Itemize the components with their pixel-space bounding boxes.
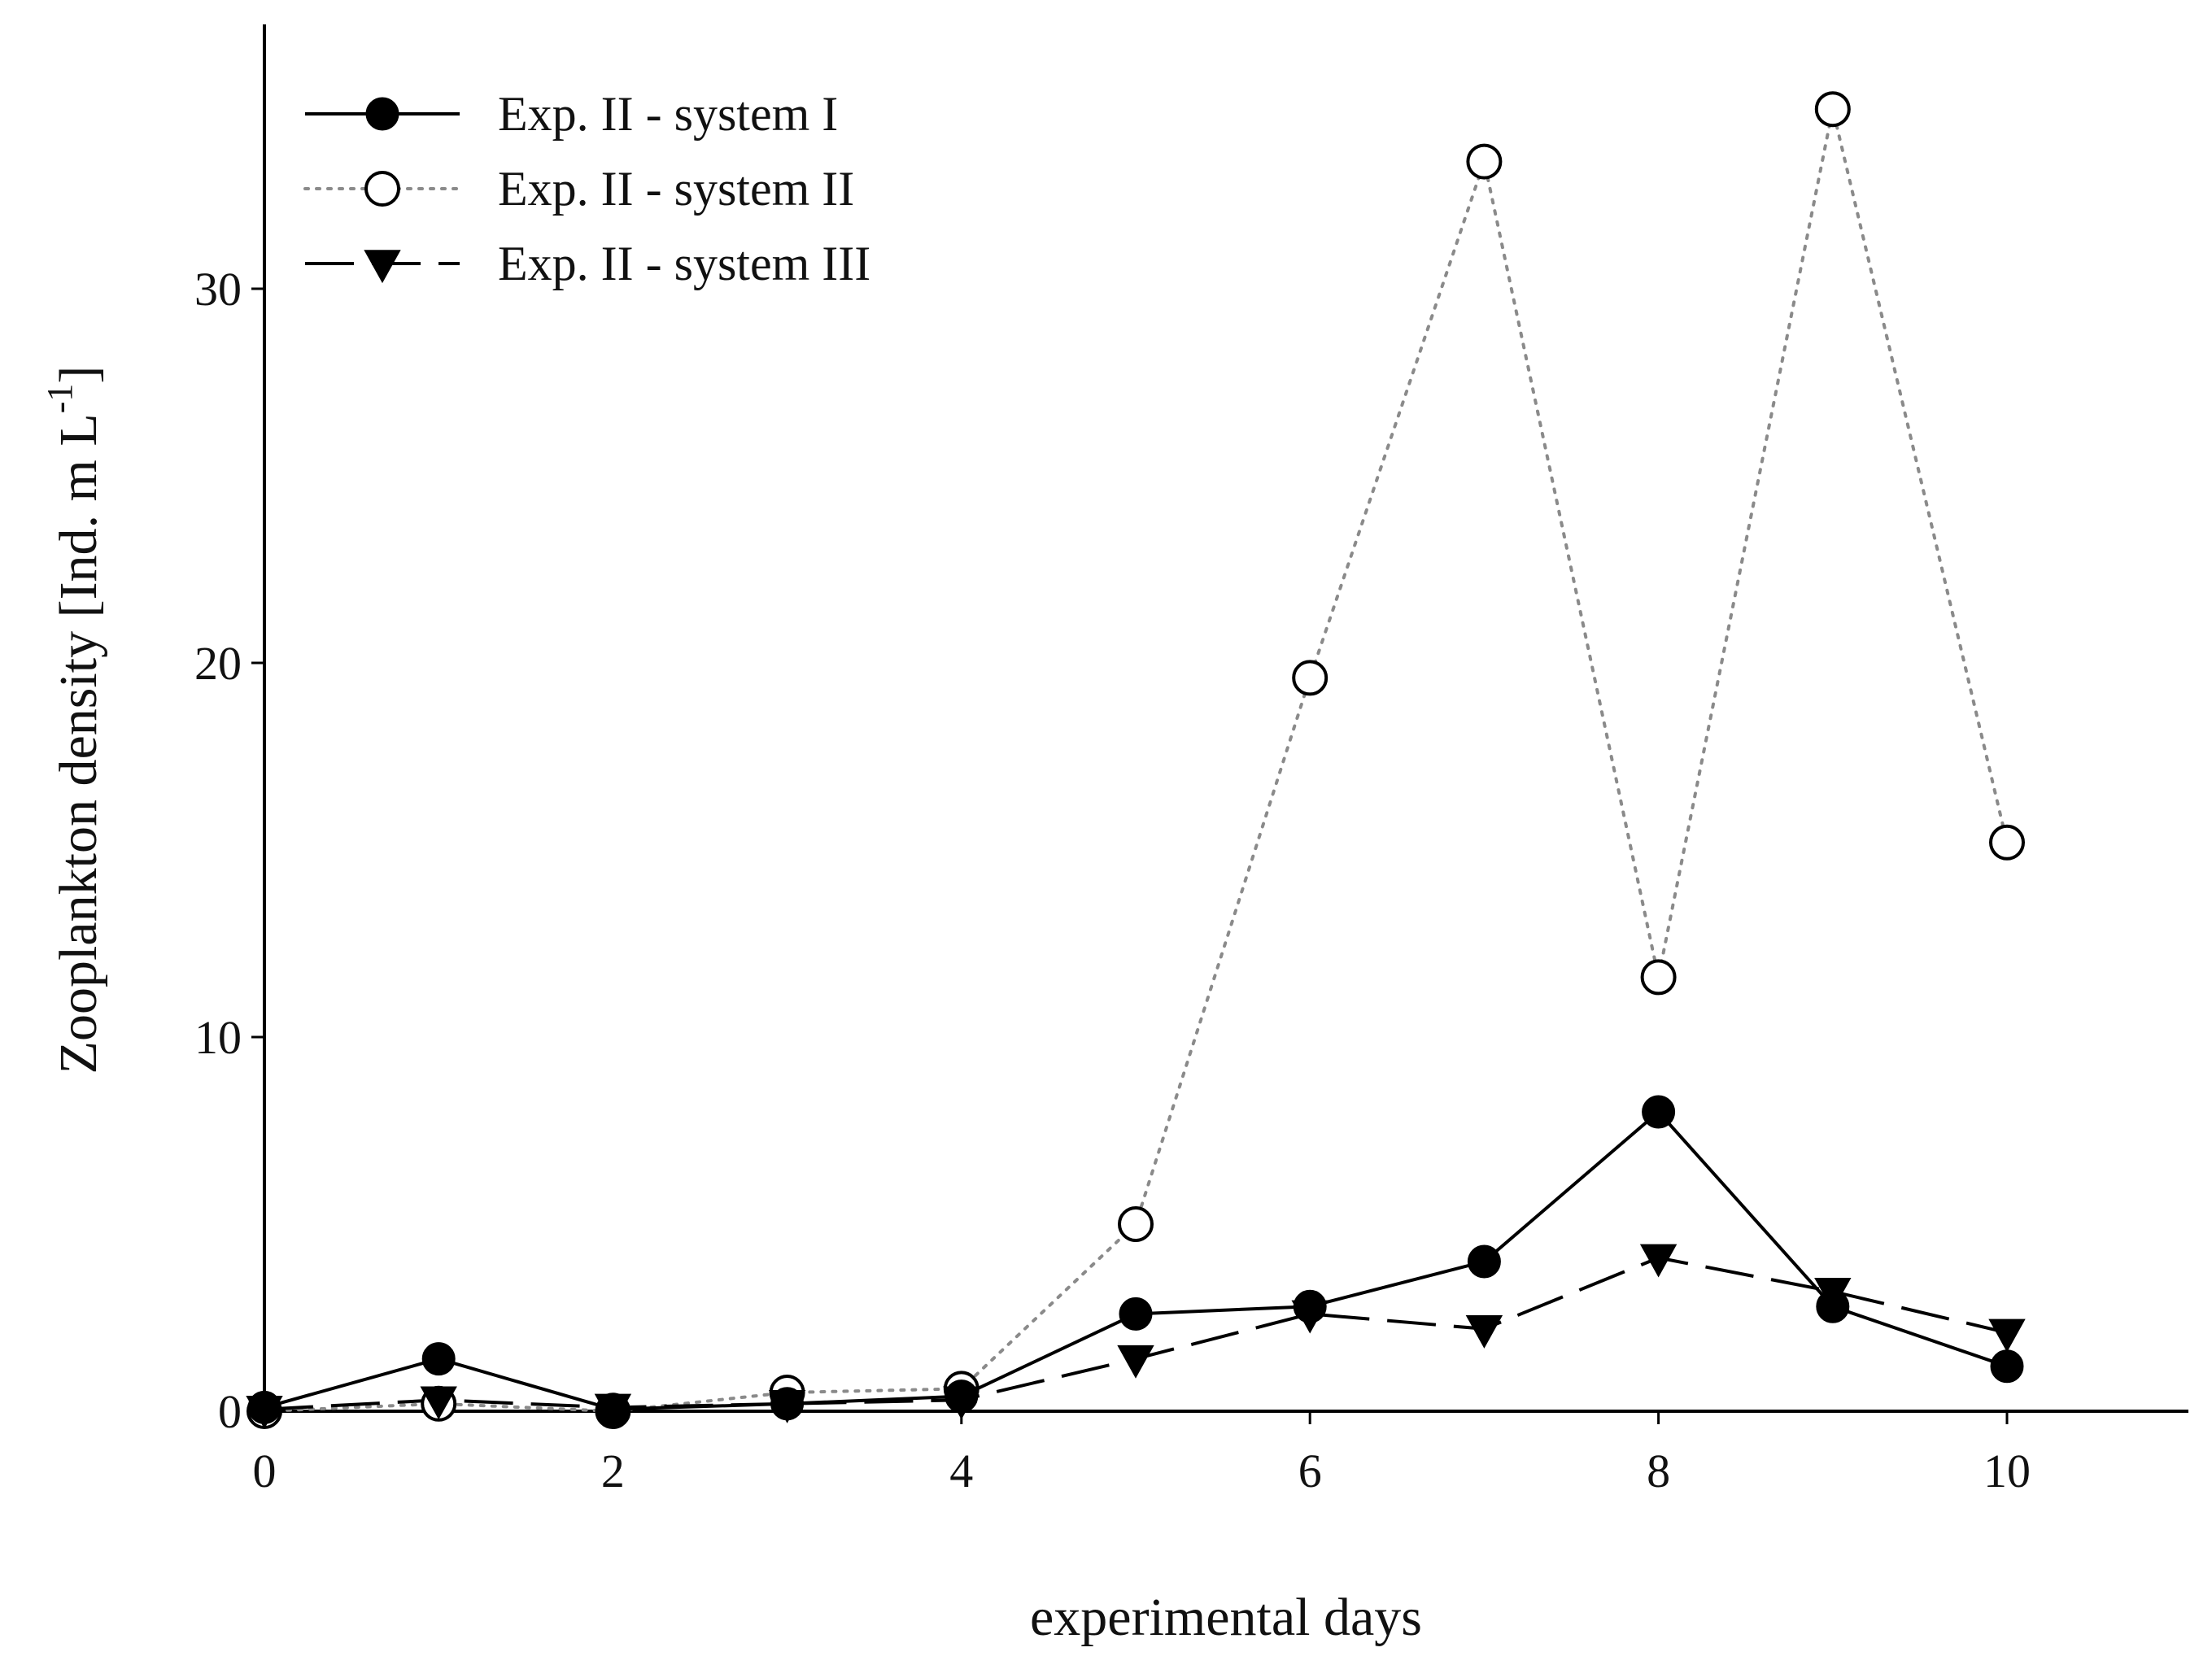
data-point-series-3 (1465, 1315, 1503, 1349)
series-line-3 (264, 1256, 2008, 1411)
y-axis-label: Zooplankton density [Ind. m L-1] (40, 366, 108, 1074)
y-tick-label: 30 (194, 263, 242, 316)
x-tick-label: 2 (601, 1445, 625, 1497)
legend: Exp. II - system I Exp. II - system II Exp… (303, 87, 870, 290)
data-point-series-1 (770, 1387, 805, 1421)
y-axis-label-main: Zooplankton density [Ind. m L (49, 413, 108, 1074)
data-point-series-3 (420, 1386, 457, 1420)
x-tick-label: 6 (1298, 1445, 1322, 1497)
data-point-series-1 (1293, 1289, 1327, 1323)
data-point-series-2 (1466, 143, 1503, 180)
x-tick-label: 4 (949, 1445, 973, 1497)
data-point-series-2 (1989, 824, 2025, 861)
data-point-series-1 (1467, 1244, 1501, 1279)
data-point-series-3 (1117, 1345, 1154, 1379)
data-point-series-1 (421, 1342, 456, 1376)
markers-layer (246, 91, 2026, 1429)
legend-label-2: Exp. II - system II (498, 162, 854, 216)
data-point-series-1 (1642, 1095, 1676, 1129)
y-tick-label: 10 (194, 1011, 242, 1064)
data-point-series-1 (247, 1390, 281, 1424)
data-point-series-1 (1990, 1349, 2024, 1384)
legend-label-1: Exp. II - system I (498, 87, 838, 141)
data-point-series-2 (1118, 1206, 1154, 1242)
data-point-series-1 (1119, 1297, 1153, 1331)
legend-marker-1 (365, 97, 399, 131)
data-point-series-1 (945, 1379, 979, 1414)
legend-marker-3 (364, 250, 401, 284)
data-point-series-1 (1816, 1289, 1850, 1323)
data-point-series-2 (1814, 91, 1851, 128)
x-axis-label: experimental days (1030, 1588, 1422, 1647)
x-tick-label: 8 (1647, 1445, 1670, 1497)
data-point-series-3 (1639, 1244, 1678, 1278)
data-point-series-1 (596, 1393, 630, 1427)
ticks: 0 2 4 6 8 10 0 10 20 30 (194, 263, 2031, 1497)
x-tick-label: 0 (253, 1445, 277, 1497)
y-axis-label-superscript: -1 (40, 384, 80, 414)
axes (263, 24, 2188, 1413)
y-axis-label-end: ] (49, 366, 108, 384)
x-tick-label: 10 (1983, 1445, 2031, 1497)
legend-marker-2 (364, 171, 400, 207)
data-point-series-2 (1292, 660, 1329, 696)
y-tick-label: 20 (194, 637, 242, 690)
data-point-series-3 (1988, 1318, 2026, 1353)
y-tick-label: 0 (218, 1385, 242, 1438)
data-point-series-2 (1640, 959, 1677, 996)
legend-label-3: Exp. II - system III (498, 237, 870, 290)
